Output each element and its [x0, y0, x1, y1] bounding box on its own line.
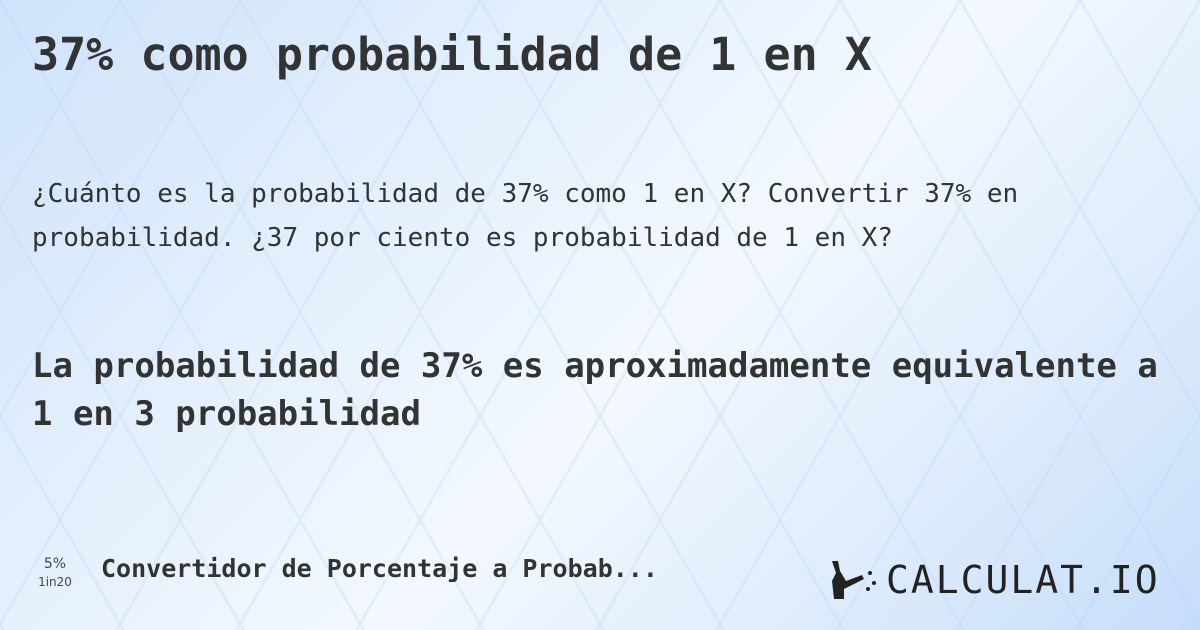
footer: 5% 1in20 Convertidor de Porcentaje a Pro… [0, 548, 1200, 602]
icon-bottom-label: 1in20 [38, 575, 72, 589]
question-text: ¿Cuánto es la probabilidad de 37% como 1… [32, 179, 1019, 253]
icon-top-label: 5% [43, 556, 67, 572]
answer-text: La probabilidad de 37% es aproximadament… [32, 346, 1158, 434]
percent-odds-icon: 5% 1in20 [32, 556, 78, 589]
logo-text: CALCULAT.IO [886, 558, 1160, 602]
page-title: 37% como probabilidad de 1 en X [32, 28, 872, 81]
tool-name[interactable]: Convertidor de Porcentaje a Probab... [101, 554, 658, 583]
calculat-logo[interactable]: CALCULAT.IO [828, 558, 1160, 602]
magic-hand-icon [832, 561, 876, 599]
